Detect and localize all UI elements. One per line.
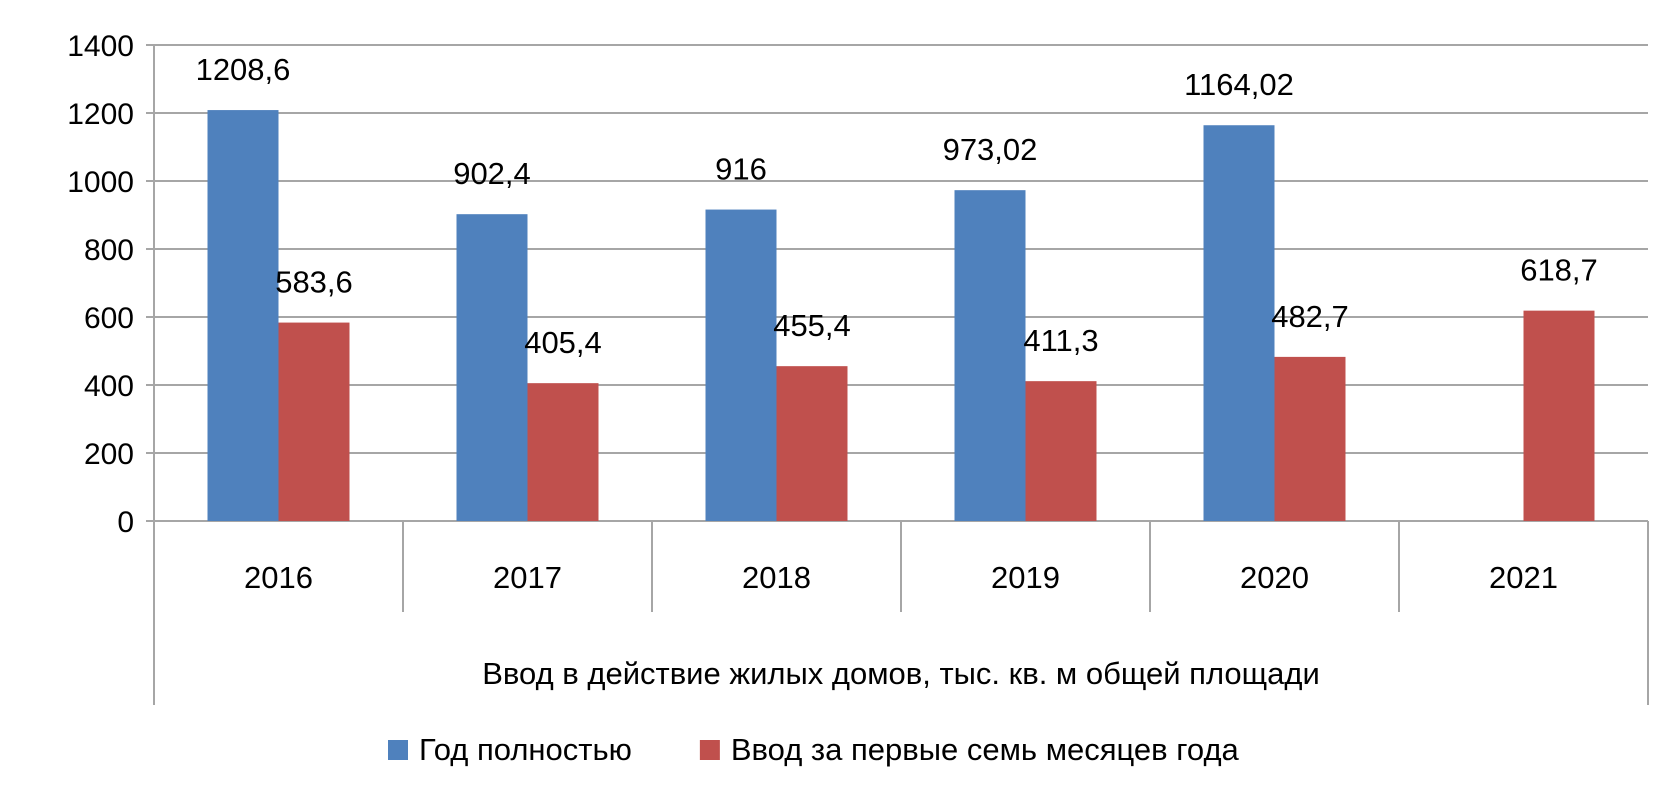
- y-tick-label: 200: [84, 438, 134, 471]
- data-label: 1164,02: [1184, 67, 1294, 102]
- x-tick-label: 2018: [742, 560, 811, 595]
- data-label: 973,02: [943, 132, 1038, 167]
- data-label: 902,4: [453, 156, 531, 191]
- category-group-label: Ввод в действие жилых домов, тыс. кв. м …: [482, 656, 1320, 691]
- legend-label: Ввод за первые семь месяцев года: [731, 732, 1240, 767]
- data-label: 1208,6: [196, 52, 291, 87]
- data-label: 482,7: [1271, 299, 1349, 334]
- y-tick-label: 400: [84, 370, 134, 403]
- bar: [776, 366, 848, 521]
- legend: Год полностью Ввод за первые семь месяцев…: [388, 732, 1240, 767]
- y-tick-label: 1400: [67, 30, 134, 63]
- y-tick-label: 1000: [67, 166, 134, 199]
- x-tick-label: 2017: [493, 560, 562, 595]
- data-label: 583,6: [275, 265, 353, 300]
- bar: [527, 383, 599, 521]
- x-tick-label: 2020: [1240, 560, 1309, 595]
- x-tick-label: 2021: [1489, 560, 1558, 595]
- bar: [1025, 381, 1097, 521]
- axes: 0 200 400 600 800 1000 1200 1400 2016 2017 2018 201…: [67, 30, 1649, 705]
- bars: [207, 110, 1595, 522]
- bar: [705, 209, 777, 521]
- legend-swatch: [699, 740, 720, 760]
- bar: [1274, 356, 1346, 521]
- bar: [207, 110, 279, 522]
- y-tick-label: 0: [117, 506, 134, 539]
- legend-swatch: [388, 740, 408, 760]
- data-labels: 1208,6 902,4 916 973,02 1164,02 583,6 405,4 455…: [196, 52, 1598, 360]
- x-tick-label: 2016: [244, 560, 313, 595]
- bar: [456, 214, 528, 521]
- data-label: 916: [715, 152, 767, 187]
- gridlines: [154, 44, 1648, 522]
- data-label: 405,4: [524, 325, 602, 360]
- bar: [954, 190, 1026, 521]
- data-label: 411,3: [1023, 323, 1098, 358]
- y-tick-label: 600: [84, 302, 134, 335]
- bar: [1523, 310, 1595, 521]
- data-label: 618,7: [1520, 253, 1598, 288]
- bar: [1203, 125, 1275, 521]
- legend-label: Год полностью: [419, 732, 632, 767]
- x-tick-label: 2019: [991, 560, 1060, 595]
- y-tick-label: 800: [84, 234, 134, 267]
- data-label: 455,4: [773, 308, 851, 343]
- y-tick-label: 1200: [67, 98, 134, 131]
- bar: [278, 322, 350, 521]
